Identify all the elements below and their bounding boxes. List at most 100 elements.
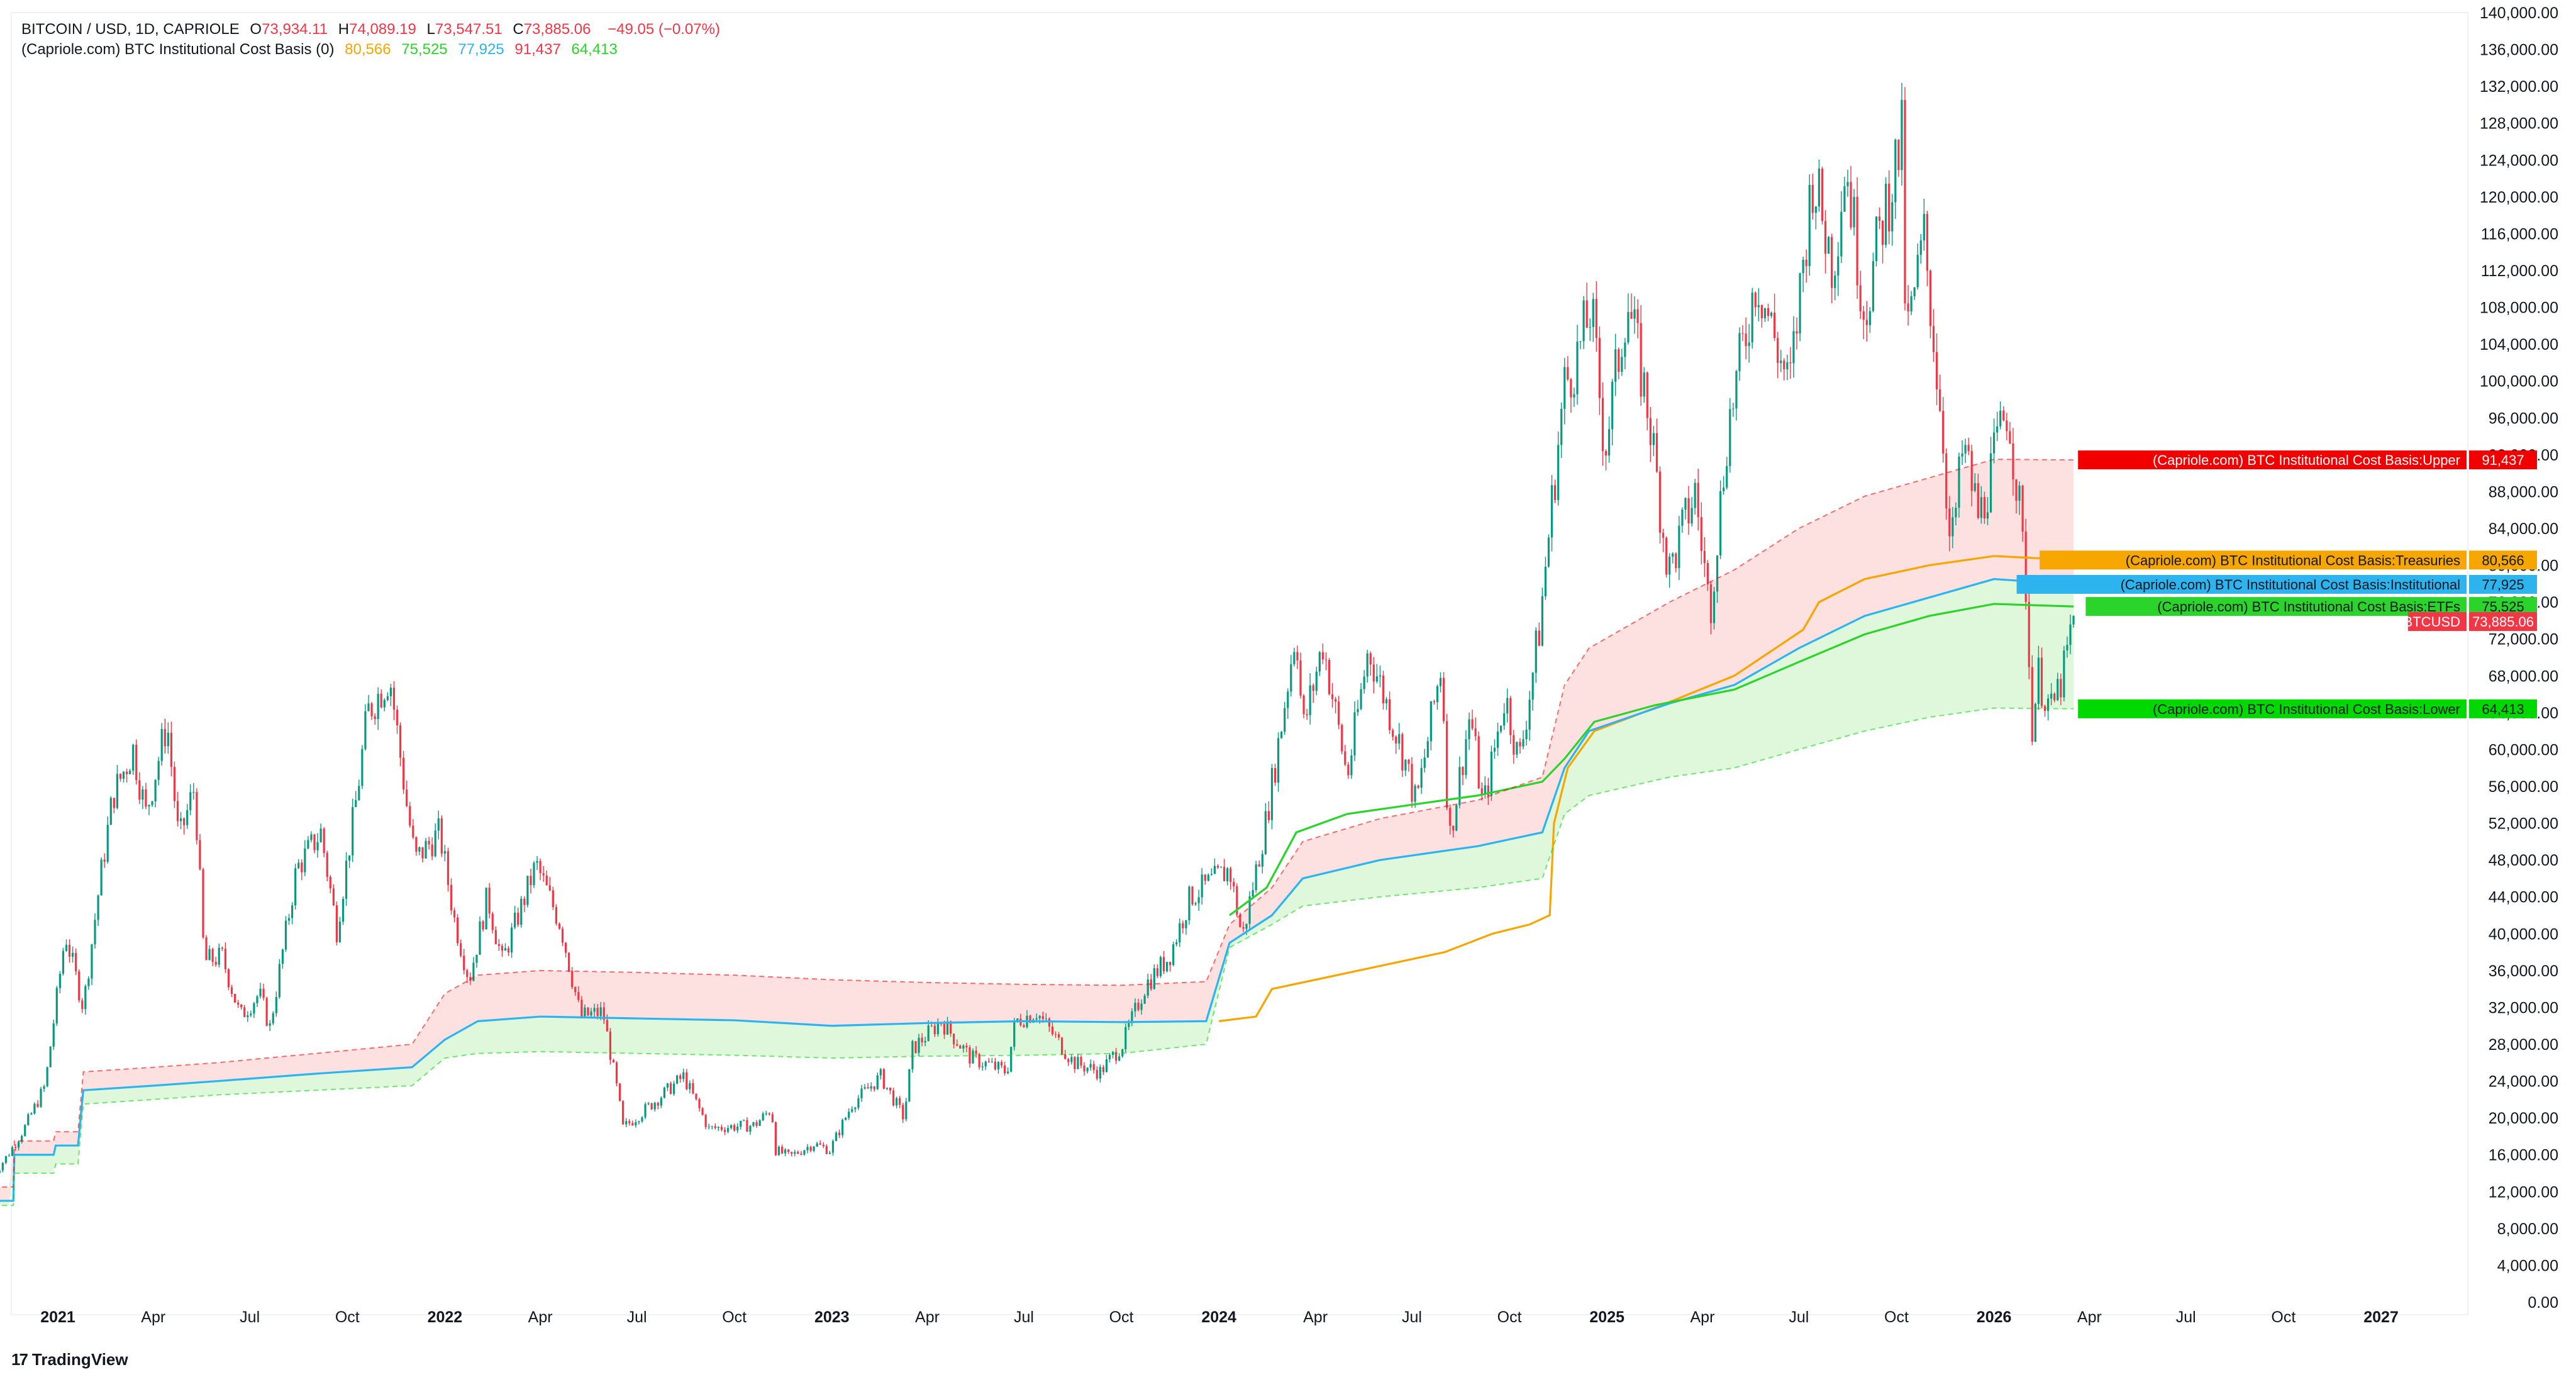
candle-body [1525, 729, 1528, 740]
plot-area[interactable] [11, 12, 2468, 1315]
candle-body [0, 1170, 1, 1173]
candle-body [1000, 1062, 1003, 1066]
candle-body [1287, 691, 1289, 708]
candle-body [1907, 303, 1909, 312]
candle-body [765, 1113, 767, 1114]
close-value: 73,885.06 [523, 21, 591, 38]
candle-body [1544, 566, 1547, 596]
candle-body [1016, 1018, 1019, 1022]
candle-body [905, 1101, 908, 1120]
candle-body [536, 861, 538, 863]
candle-body [1035, 1018, 1038, 1020]
candle-body [606, 1020, 608, 1032]
series-label-lower-value-bg [2469, 699, 2537, 718]
candle-body [1850, 182, 1852, 228]
candle-body [437, 818, 440, 831]
candle-body [460, 943, 462, 956]
candle-body [733, 1125, 736, 1131]
candle-body [237, 1002, 240, 1005]
candle-body [186, 810, 189, 825]
candle-body [730, 1125, 733, 1129]
x-tick-label: Oct [1497, 1308, 1522, 1326]
price-label-name-bg [2407, 612, 2467, 632]
candle-body [2012, 443, 2014, 480]
candle-body [758, 1120, 761, 1126]
candle-body [176, 801, 179, 822]
tradingview-brand[interactable]: 17 TradingView [11, 1350, 128, 1369]
candle-body [791, 1152, 793, 1154]
y-tick-label: 44,000.00 [2489, 889, 2558, 906]
candle-body [622, 1101, 625, 1125]
candle-body [1929, 270, 1932, 326]
candle-body [704, 1115, 707, 1127]
price-label-value: 73,885.06 [2472, 614, 2534, 630]
x-tick-label: Jul [1789, 1308, 1809, 1326]
candle-body [959, 1045, 962, 1049]
candle-body [399, 725, 402, 758]
candle-body [259, 988, 262, 996]
candle-body [233, 993, 236, 1003]
candle-body [1547, 537, 1550, 567]
candle-body [1621, 357, 1623, 372]
candle-body [714, 1126, 716, 1129]
series-label-upper-value: 91,437 [2482, 452, 2524, 468]
candle-body [78, 971, 80, 1001]
candle-body [523, 898, 526, 905]
candle-body [1528, 700, 1531, 730]
candle-body [386, 696, 389, 700]
candle-body [1270, 768, 1274, 820]
candle-body [835, 1132, 838, 1141]
candle-body [24, 1125, 26, 1136]
candle-body [1213, 866, 1216, 874]
candle-body [1624, 342, 1626, 357]
tradingview-brand-text: TradingView [31, 1350, 128, 1369]
candle-body [870, 1086, 872, 1089]
candle-body [851, 1109, 853, 1112]
candle-body [1038, 1016, 1041, 1018]
candle-body [294, 868, 297, 906]
candle-body [1296, 652, 1299, 661]
candle-body [2024, 531, 2027, 602]
candle-body [1567, 367, 1569, 379]
candle-body [1230, 868, 1232, 882]
candle-body [504, 948, 507, 951]
candle-body [1709, 584, 1713, 623]
candle-body [1102, 1067, 1104, 1073]
candle-body [247, 1015, 249, 1017]
candle-body [571, 971, 574, 988]
candle-body [1751, 293, 1753, 343]
x-tick-label: 2022 [428, 1308, 463, 1326]
candle-body [421, 847, 424, 859]
candle-body [1700, 517, 1702, 551]
candle-body [1335, 699, 1337, 702]
candle-body [138, 780, 141, 800]
candle-body [1216, 866, 1219, 868]
candle-body [1550, 485, 1553, 538]
series-label-treasuries-value: 80,566 [2482, 552, 2524, 568]
candle-body [1678, 525, 1680, 569]
candle-body [1805, 259, 1807, 266]
candle-body [896, 1098, 898, 1106]
candle-body [1630, 311, 1633, 319]
candle-body [507, 948, 510, 953]
candle-body [173, 767, 176, 801]
candle-body [341, 898, 345, 922]
candle-body [33, 1103, 36, 1113]
candle-body [1490, 751, 1493, 796]
candle-body [1611, 381, 1614, 430]
candle-body [1007, 1071, 1009, 1074]
series-label-lower: (Capriole.com) BTC Institutional Cost Ba… [2078, 699, 2537, 718]
candle-body [1465, 739, 1467, 776]
candle-body [447, 851, 450, 885]
candle-body [1223, 866, 1226, 881]
candle-body [755, 1122, 758, 1126]
candle-body [943, 1023, 946, 1035]
candle-body [1881, 221, 1884, 245]
candle-body [100, 859, 103, 896]
candle-body [250, 1013, 252, 1016]
candle-body [1509, 698, 1512, 735]
candle-body [1318, 652, 1321, 672]
candle-body [1831, 237, 1833, 288]
candle-body [924, 1040, 926, 1043]
